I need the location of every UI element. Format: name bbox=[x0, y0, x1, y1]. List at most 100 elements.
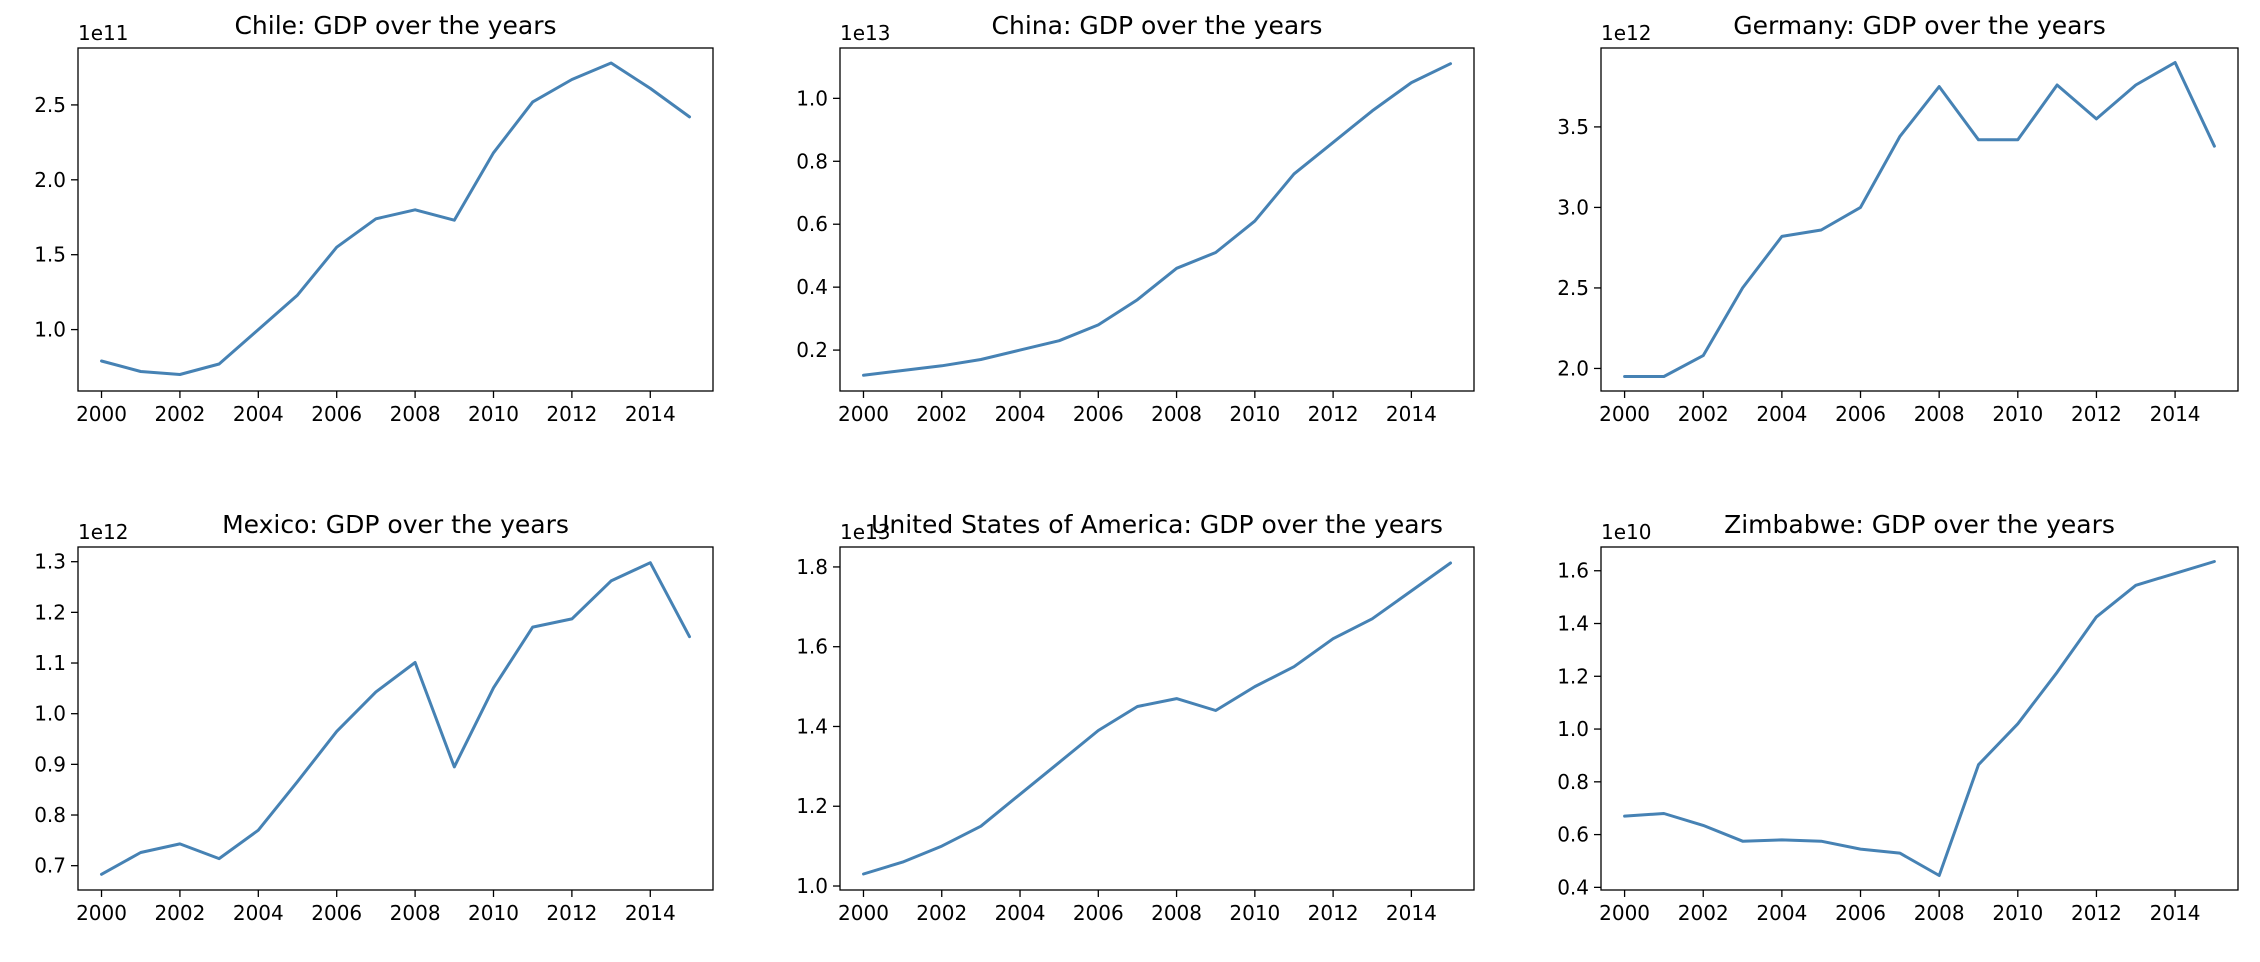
y-tick-label: 0.8 bbox=[796, 149, 828, 173]
subplot-china: 2000 2002 2004 2006 2008 2010 2012 2014 0.2 0.4 0.… bbox=[796, 11, 1475, 426]
data-point bbox=[295, 779, 300, 784]
x-tick-label: 2004 bbox=[233, 901, 284, 925]
data-point bbox=[491, 150, 496, 155]
axis-offset-label: 1e10 bbox=[1601, 520, 1651, 544]
data-point bbox=[1858, 205, 1863, 210]
data-point bbox=[2094, 116, 2099, 121]
y-tick-label: 1.2 bbox=[1557, 664, 1589, 688]
y-tick-label: 1.0 bbox=[34, 318, 66, 342]
x-tick-label: 2014 bbox=[625, 901, 676, 925]
data-point bbox=[1779, 837, 1784, 842]
data-point bbox=[530, 625, 535, 630]
data-point bbox=[413, 207, 418, 212]
data-point bbox=[1937, 873, 1942, 878]
data-point bbox=[99, 359, 104, 364]
subplot-mexico: 2000 2002 2004 2006 2008 2010 2012 2014 0.7 0.8 0.… bbox=[34, 510, 714, 925]
data-point bbox=[2133, 83, 2138, 88]
data-point bbox=[1409, 588, 1414, 593]
data-point bbox=[1740, 285, 1745, 290]
x-tick-label: 2008 bbox=[390, 901, 441, 925]
data-point bbox=[452, 218, 457, 223]
data-point bbox=[2015, 137, 2020, 142]
data-point bbox=[1057, 338, 1062, 343]
gdp-line bbox=[1623, 560, 2216, 877]
y-tick-label: 1.0 bbox=[1557, 717, 1589, 741]
x-tick-label: 2000 bbox=[1599, 402, 1650, 426]
data-point bbox=[1018, 348, 1023, 353]
data-point bbox=[1096, 728, 1101, 733]
data-point bbox=[1292, 664, 1297, 669]
data-point bbox=[1292, 171, 1297, 176]
data-point bbox=[687, 634, 692, 639]
data-point bbox=[978, 357, 983, 362]
x-tick-label: 2006 bbox=[1835, 901, 1886, 925]
x-tick-label: 2006 bbox=[1835, 402, 1886, 426]
axes-frame bbox=[839, 47, 1475, 392]
y-tick-label: 0.6 bbox=[1557, 823, 1589, 847]
data-point bbox=[1897, 134, 1902, 139]
x-tick-label: 2000 bbox=[76, 901, 127, 925]
x-tick-label: 2014 bbox=[1386, 402, 1437, 426]
y-tick-label: 1.2 bbox=[34, 600, 66, 624]
x-tick-label: 2002 bbox=[154, 901, 205, 925]
x-tick-label: 2010 bbox=[468, 402, 519, 426]
x-tick-label: 2004 bbox=[233, 402, 284, 426]
data-point bbox=[1331, 636, 1336, 641]
gdp-line bbox=[1623, 61, 2216, 378]
y-tick-label: 1.0 bbox=[34, 702, 66, 726]
y-tick-label: 2.0 bbox=[34, 168, 66, 192]
data-point bbox=[177, 372, 182, 377]
data-point bbox=[609, 578, 614, 583]
data-point bbox=[217, 856, 222, 861]
data-point bbox=[1622, 814, 1627, 819]
data-point bbox=[1370, 108, 1375, 113]
x-tick-label: 2000 bbox=[838, 901, 889, 925]
x-tick-label: 2004 bbox=[1756, 901, 1807, 925]
data-point bbox=[1448, 61, 1453, 66]
x-tick-label: 2010 bbox=[1992, 402, 2043, 426]
subplot-germany: 2000 2002 2004 2006 2008 2010 2012 2014 2.0 2.5 3.… bbox=[1557, 11, 2239, 426]
data-point bbox=[2015, 721, 2020, 726]
y-tick-label: 0.8 bbox=[34, 803, 66, 827]
chart-title: Chile: GDP over the years bbox=[234, 11, 556, 40]
x-tick-label: 2002 bbox=[154, 402, 205, 426]
data-point bbox=[978, 824, 983, 829]
x-tick-label: 2012 bbox=[1308, 901, 1359, 925]
data-point bbox=[900, 860, 905, 865]
data-point bbox=[1976, 137, 1981, 142]
y-tick-label: 1.2 bbox=[796, 794, 828, 818]
data-point bbox=[334, 245, 339, 250]
axis-offset-label: 1e12 bbox=[78, 520, 128, 544]
data-point bbox=[373, 216, 378, 221]
data-point bbox=[1370, 616, 1375, 621]
data-point bbox=[1135, 704, 1140, 709]
x-tick-label: 2006 bbox=[311, 402, 362, 426]
data-point bbox=[1174, 266, 1179, 271]
data-point bbox=[1858, 847, 1863, 852]
y-tick-label: 2.0 bbox=[1557, 356, 1589, 380]
data-point bbox=[1409, 80, 1414, 85]
axes-frame bbox=[1600, 47, 2239, 392]
data-point bbox=[1779, 234, 1784, 239]
x-tick-label: 2008 bbox=[1914, 402, 1965, 426]
data-point bbox=[295, 293, 300, 298]
data-point bbox=[861, 373, 866, 378]
axes-frame bbox=[839, 546, 1475, 891]
y-tick-label: 2.5 bbox=[1557, 276, 1589, 300]
x-tick-label: 2010 bbox=[1992, 901, 2043, 925]
x-tick-label: 2012 bbox=[1308, 402, 1359, 426]
data-point bbox=[900, 368, 905, 373]
data-point bbox=[1448, 561, 1453, 566]
data-point bbox=[648, 86, 653, 91]
chart-title: United States of America: GDP over the y… bbox=[871, 510, 1443, 539]
data-point bbox=[569, 616, 574, 621]
x-tick-label: 2006 bbox=[311, 901, 362, 925]
data-point bbox=[687, 114, 692, 119]
x-tick-label: 2002 bbox=[916, 402, 967, 426]
chart-title: Zimbabwe: GDP over the years bbox=[1724, 510, 2115, 539]
data-point bbox=[1701, 823, 1706, 828]
data-point bbox=[138, 369, 143, 374]
data-point bbox=[1018, 792, 1023, 797]
data-point bbox=[1740, 839, 1745, 844]
